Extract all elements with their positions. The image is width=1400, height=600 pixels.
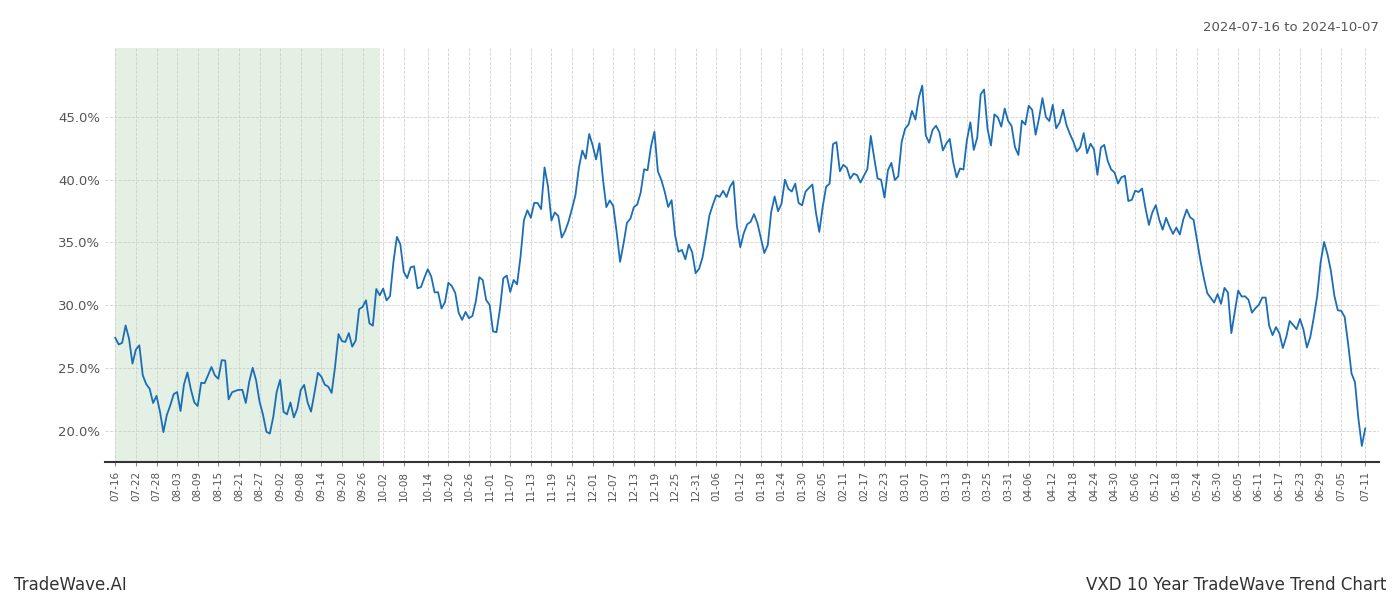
Bar xyxy=(115,48,379,462)
Text: VXD 10 Year TradeWave Trend Chart: VXD 10 Year TradeWave Trend Chart xyxy=(1085,576,1386,594)
Text: 2024-07-16 to 2024-10-07: 2024-07-16 to 2024-10-07 xyxy=(1203,21,1379,34)
Text: TradeWave.AI: TradeWave.AI xyxy=(14,576,127,594)
